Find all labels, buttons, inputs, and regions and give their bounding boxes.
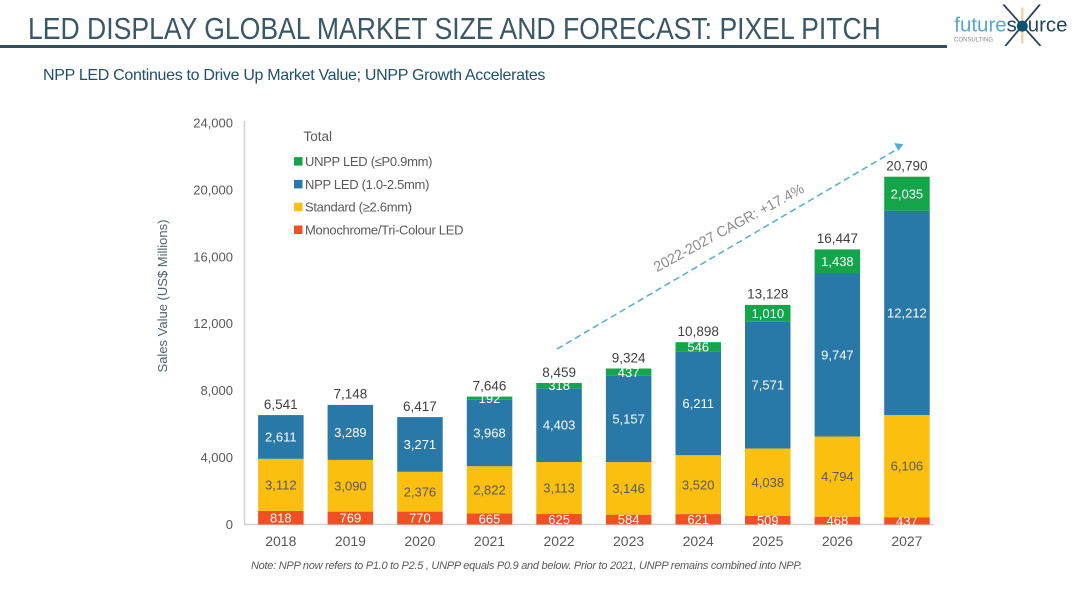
svg-text:4,403: 4,403 bbox=[543, 418, 576, 433]
svg-text:7,646: 7,646 bbox=[473, 378, 507, 393]
svg-text:621: 621 bbox=[687, 512, 709, 527]
svg-text:8,459: 8,459 bbox=[542, 365, 576, 380]
svg-text:7,148: 7,148 bbox=[334, 387, 368, 402]
svg-text:0: 0 bbox=[226, 517, 233, 532]
svg-text:9,747: 9,747 bbox=[821, 348, 854, 363]
svg-text:818: 818 bbox=[270, 510, 292, 525]
svg-text:1,438: 1,438 bbox=[821, 254, 854, 269]
svg-text:16,447: 16,447 bbox=[817, 231, 858, 246]
svg-text:769: 769 bbox=[340, 511, 362, 526]
svg-text:468: 468 bbox=[827, 513, 849, 528]
svg-text:9,324: 9,324 bbox=[612, 350, 646, 365]
svg-text:1,010: 1,010 bbox=[752, 306, 785, 321]
svg-text:3,146: 3,146 bbox=[612, 481, 645, 496]
svg-text:6,541: 6,541 bbox=[264, 397, 298, 412]
svg-text:CONSULTING: CONSULTING bbox=[954, 37, 993, 44]
svg-text:192: 192 bbox=[479, 391, 501, 406]
svg-text:UNPP LED (≤P0.9mm): UNPP LED (≤P0.9mm) bbox=[305, 154, 432, 169]
svg-text:12,000: 12,000 bbox=[193, 316, 233, 331]
svg-text:318: 318 bbox=[548, 378, 570, 393]
svg-text:Monochrome/Tri-Colour LED: Monochrome/Tri-Colour LED bbox=[305, 223, 463, 238]
svg-text:546: 546 bbox=[687, 339, 709, 354]
svg-text:6,106: 6,106 bbox=[891, 459, 924, 474]
svg-text:437: 437 bbox=[618, 365, 640, 380]
svg-text:20,000: 20,000 bbox=[193, 182, 233, 197]
svg-text:Sales Value (US$ Millions): Sales Value (US$ Millions) bbox=[155, 220, 170, 373]
svg-text:urce: urce bbox=[1028, 14, 1068, 36]
svg-text:20,790: 20,790 bbox=[886, 159, 927, 174]
svg-text:509: 509 bbox=[757, 513, 779, 528]
svg-text:625: 625 bbox=[548, 512, 570, 527]
svg-text:Standard (≥2.6mm): Standard (≥2.6mm) bbox=[305, 200, 412, 215]
svg-text:3,289: 3,289 bbox=[334, 425, 367, 440]
svg-text:2,035: 2,035 bbox=[891, 186, 924, 201]
svg-text:2022: 2022 bbox=[544, 533, 575, 549]
svg-text:16,000: 16,000 bbox=[193, 249, 233, 264]
svg-text:24,000: 24,000 bbox=[193, 116, 233, 131]
svg-text:2027: 2027 bbox=[891, 533, 922, 549]
svg-text:2022-2027 CAGR: +17.4%: 2022-2027 CAGR: +17.4% bbox=[651, 181, 807, 276]
svg-text:futures: futures bbox=[954, 14, 1017, 36]
svg-text:3,090: 3,090 bbox=[334, 478, 367, 493]
svg-text:3,271: 3,271 bbox=[404, 437, 437, 452]
svg-text:2020: 2020 bbox=[404, 533, 435, 549]
svg-text:8,000: 8,000 bbox=[200, 383, 233, 398]
svg-text:4,794: 4,794 bbox=[821, 469, 854, 484]
svg-text:2,376: 2,376 bbox=[404, 484, 437, 499]
svg-text:770: 770 bbox=[409, 511, 431, 526]
svg-text:2025: 2025 bbox=[752, 533, 783, 549]
svg-text:3,520: 3,520 bbox=[682, 477, 715, 492]
svg-text:6,417: 6,417 bbox=[403, 399, 437, 414]
svg-text:3,112: 3,112 bbox=[265, 477, 297, 492]
svg-text:2019: 2019 bbox=[335, 533, 366, 549]
svg-text:2,611: 2,611 bbox=[265, 430, 297, 445]
svg-text:3,968: 3,968 bbox=[473, 426, 506, 441]
svg-text:13,128: 13,128 bbox=[747, 287, 788, 302]
svg-text:4,000: 4,000 bbox=[200, 450, 233, 465]
svg-text:4,038: 4,038 bbox=[752, 475, 785, 490]
svg-text:Total: Total bbox=[304, 129, 333, 144]
svg-text:2,822: 2,822 bbox=[473, 482, 506, 497]
svg-text:6,211: 6,211 bbox=[682, 396, 714, 411]
svg-text:10,898: 10,898 bbox=[678, 324, 719, 339]
svg-text:584: 584 bbox=[618, 512, 640, 527]
svg-text:3,113: 3,113 bbox=[543, 481, 575, 496]
svg-text:437: 437 bbox=[896, 513, 918, 528]
svg-text:2024: 2024 bbox=[683, 533, 714, 549]
svg-text:NPP LED (1.0-2.5mm): NPP LED (1.0-2.5mm) bbox=[305, 177, 429, 192]
svg-text:5,157: 5,157 bbox=[612, 412, 645, 427]
svg-text:7,571: 7,571 bbox=[752, 378, 785, 393]
svg-text:2018: 2018 bbox=[265, 533, 296, 549]
svg-text:12,212: 12,212 bbox=[887, 306, 927, 321]
svg-text:2023: 2023 bbox=[613, 533, 644, 549]
svg-text:2026: 2026 bbox=[822, 533, 853, 549]
svg-text:2021: 2021 bbox=[474, 533, 505, 549]
svg-text:665: 665 bbox=[479, 512, 501, 527]
